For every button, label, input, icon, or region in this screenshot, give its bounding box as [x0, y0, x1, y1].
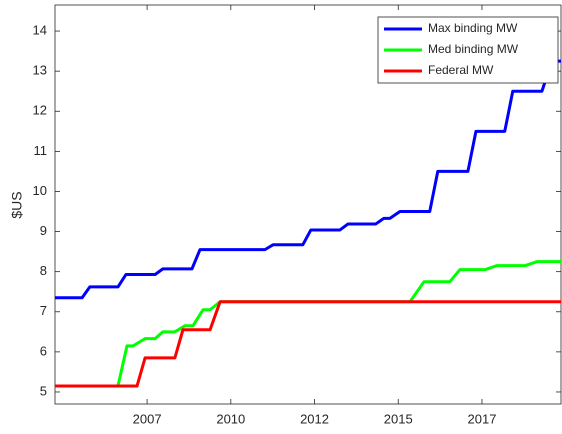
x-tick-label: 2012	[300, 411, 329, 426]
series-line	[55, 59, 561, 300]
x-tick-label: 2015	[384, 411, 413, 426]
x-tick-label: 2007	[133, 411, 162, 426]
legend-label: Max binding MW	[428, 21, 518, 35]
legend-label: Federal MW	[428, 63, 494, 77]
y-tick-label: 10	[33, 183, 47, 198]
x-tick-label: 2010	[216, 411, 245, 426]
x-tick-label: 2017	[468, 411, 497, 426]
y-axis-label: $US	[9, 191, 25, 218]
y-tick-label: 8	[40, 263, 47, 278]
y-tick-label: 7	[40, 303, 47, 318]
y-tick-label: 11	[34, 143, 48, 158]
y-tick-label: 6	[40, 343, 47, 358]
series-line	[55, 260, 561, 388]
legend-label: Med binding MW	[428, 42, 519, 56]
y-tick-label: 13	[33, 63, 47, 78]
y-tick-label: 5	[40, 383, 47, 398]
y-tick-label: 9	[40, 223, 47, 238]
y-tick-label: 12	[33, 103, 47, 118]
series-line	[55, 300, 561, 388]
y-tick-label: 14	[33, 23, 47, 38]
